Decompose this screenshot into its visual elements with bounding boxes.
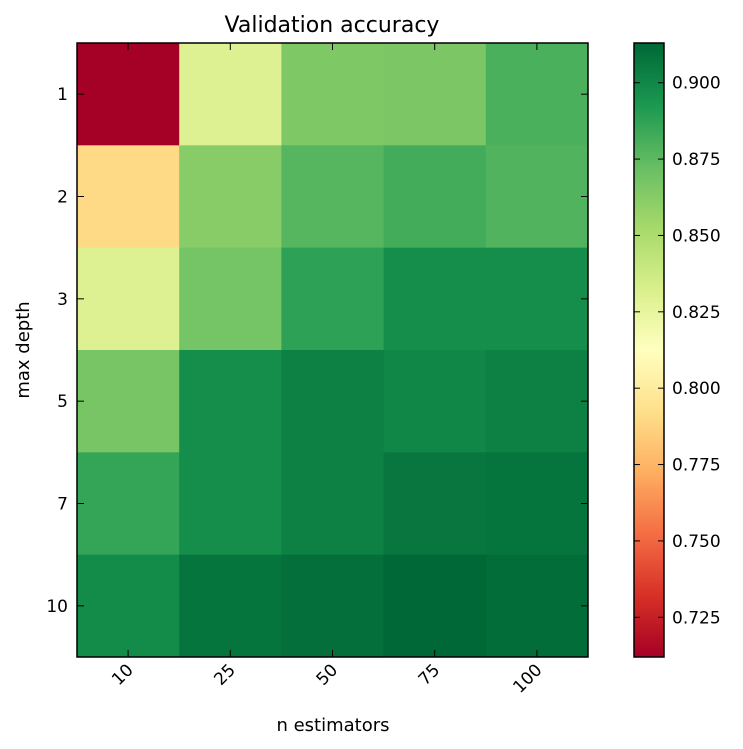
y-tick-label: 7	[57, 495, 68, 515]
heatmap-cell	[485, 43, 589, 146]
colorbar-tick-label: 0.900	[672, 74, 721, 94]
chart-title: Validation accuracy	[225, 13, 440, 38]
heatmap-cell	[383, 452, 487, 556]
heatmap-cell	[77, 145, 180, 249]
heatmap-cells	[77, 43, 589, 658]
heatmap-cell	[179, 43, 282, 146]
colorbar-tick-label: 0.800	[672, 379, 721, 399]
heatmap-cell	[77, 43, 180, 146]
heatmap-cell	[77, 554, 180, 658]
heatmap-cell	[383, 554, 487, 658]
heatmap-cell	[383, 145, 487, 249]
heatmap-cell	[179, 452, 282, 556]
heatmap-cell	[179, 145, 282, 249]
heatmap-cell	[179, 554, 282, 658]
heatmap-cell	[485, 145, 589, 249]
heatmap-cell	[77, 350, 180, 453]
y-tick-label: 2	[57, 188, 68, 208]
y-tick-label: 3	[57, 290, 68, 310]
y-axis-ticks: 1 2 3 5 7 10	[46, 85, 588, 617]
colorbar-tick-label: 0.775	[672, 456, 721, 476]
colorbar-tick-label: 0.850	[672, 226, 721, 246]
colorbar-frame	[633, 42, 665, 658]
heatmap-cell	[77, 452, 180, 556]
y-tick-label: 1	[57, 85, 68, 105]
heatmap-cell	[179, 350, 282, 453]
heatmap-cell	[179, 247, 282, 351]
colorbar	[634, 43, 664, 657]
heatmap-cell	[281, 350, 385, 453]
x-tick-label: 100	[509, 660, 546, 697]
x-tick-label: 75	[415, 660, 444, 689]
y-tick-label: 10	[46, 597, 68, 617]
heatmap-cell	[485, 554, 589, 658]
colorbar-tick-label: 0.875	[672, 150, 721, 170]
colorbar-tick-label: 0.725	[672, 608, 721, 628]
heatmap-cell	[281, 145, 385, 249]
heatmap-cell	[383, 350, 487, 453]
heatmap-cell	[281, 554, 385, 658]
heatmap-cell	[383, 247, 487, 351]
y-axis-label: max depth	[13, 301, 34, 398]
heatmap-cell	[77, 247, 180, 351]
colorbar-ticks: 0.725 0.750 0.775 0.800 0.825 0.850 0.875 0.900	[634, 74, 721, 628]
x-tick-label: 25	[210, 660, 239, 689]
heatmap-cell	[281, 43, 385, 146]
heatmap-cell	[281, 452, 385, 556]
heatmap-cell	[281, 247, 385, 351]
x-tick-label: 50	[313, 660, 342, 689]
y-tick-label: 5	[57, 392, 68, 412]
colorbar-tick-label: 0.750	[672, 532, 721, 552]
x-axis-label: n estimators	[276, 715, 389, 736]
colorbar-tick-label: 0.825	[672, 303, 721, 323]
x-tick-label: 10	[108, 660, 137, 689]
heatmap-cell	[485, 247, 589, 351]
heatmap-cell	[485, 452, 589, 556]
heatmap-cell	[383, 43, 487, 146]
heatmap-cell	[485, 350, 589, 453]
